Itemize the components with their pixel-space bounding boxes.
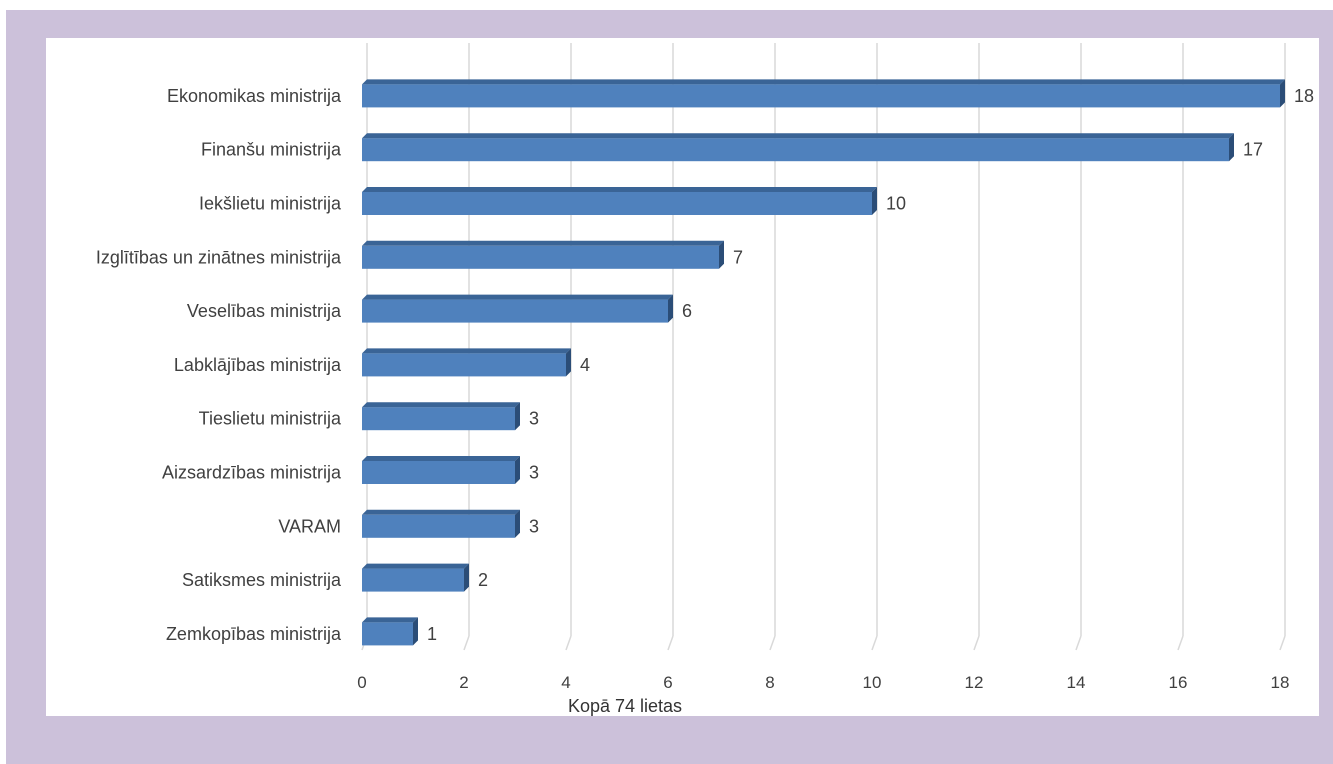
bar <box>362 353 566 377</box>
x-tick-label: 0 <box>357 673 366 692</box>
bar-side-face <box>413 617 418 646</box>
gridline-foot <box>667 635 674 651</box>
data-label: 18 <box>1294 86 1314 106</box>
bar-top-face <box>362 509 520 515</box>
category-label: Aizsardzības ministrija <box>162 463 342 483</box>
gridline-foot <box>565 635 572 651</box>
bar-top-face <box>362 456 520 461</box>
bar <box>362 192 872 215</box>
gridline-foot <box>973 635 980 651</box>
bar <box>362 138 1229 162</box>
bar-side-face <box>1229 133 1234 162</box>
x-tick-label: 4 <box>561 673 570 692</box>
data-label: 3 <box>529 463 539 483</box>
bar <box>362 245 719 269</box>
plot-area: 0 2 4 6 8 10 12 14 16 18 Ekonomikas ministrija 18 Fi… <box>46 38 1319 716</box>
category-label: Finanšu ministrija <box>201 140 342 160</box>
x-tick-label: 6 <box>663 673 672 692</box>
bar-top-face <box>362 187 877 192</box>
bar <box>362 568 464 592</box>
data-label: 2 <box>478 570 488 590</box>
bar-top-face <box>362 348 571 354</box>
bar-side-face <box>872 187 877 215</box>
bar-top-face <box>362 617 418 623</box>
x-tick-label: 16 <box>1169 673 1188 692</box>
gridline-foot <box>463 635 470 651</box>
gridline-foot <box>1075 635 1082 651</box>
category-label: VARAM <box>278 516 341 536</box>
data-label: 7 <box>733 247 743 267</box>
category-label: Iekšlietu ministrija <box>199 194 342 214</box>
gridline-foot <box>769 635 776 651</box>
data-label: 3 <box>529 516 539 536</box>
category-label: Ekonomikas ministrija <box>167 86 342 106</box>
bar-top-face <box>362 79 1285 85</box>
x-tick-label: 12 <box>965 673 984 692</box>
bar-side-face <box>515 509 520 538</box>
bar-side-face <box>719 240 724 269</box>
x-tick-label: 18 <box>1271 673 1290 692</box>
bar-top-face <box>362 402 520 408</box>
bar-side-face <box>464 563 469 592</box>
bar <box>362 407 515 431</box>
bar-top-face <box>362 563 469 569</box>
bar-side-face <box>668 294 673 323</box>
gridline-foot <box>871 635 878 651</box>
category-label: Veselības ministrija <box>187 301 342 321</box>
data-label: 17 <box>1243 140 1263 160</box>
bar <box>362 84 1280 108</box>
x-tick-label: 14 <box>1067 673 1086 692</box>
bar-top-face <box>362 294 673 300</box>
bar-side-face <box>566 348 571 377</box>
bar <box>362 461 515 484</box>
category-label: Tieslietu ministrija <box>199 409 342 429</box>
total-note: Kopā 74 lietas <box>567 696 683 716</box>
data-label: 1 <box>427 624 437 644</box>
data-label: 10 <box>886 194 906 214</box>
data-label: 6 <box>682 301 692 321</box>
bar-side-face <box>515 402 520 431</box>
data-label: 4 <box>580 355 590 375</box>
category-label: Izglītības un zinātnes ministrija <box>96 247 342 267</box>
bar <box>362 622 413 646</box>
category-label: Satiksmes ministrija <box>182 570 342 590</box>
bar <box>362 299 668 323</box>
data-label: 3 <box>529 409 539 429</box>
gridline-foot <box>1177 635 1184 651</box>
category-label: Zemkopības ministrija <box>166 624 342 644</box>
chart-frame: 0 2 4 6 8 10 12 14 16 18 Ekonomikas ministrija 18 Fi… <box>6 10 1333 764</box>
x-tick-label: 2 <box>459 673 468 692</box>
bar-side-face <box>1280 79 1285 108</box>
bar-top-face <box>362 133 1234 139</box>
bar <box>362 514 515 538</box>
x-tick-label: 10 <box>863 673 882 692</box>
bar-side-face <box>515 456 520 484</box>
gridline-foot <box>1279 635 1286 651</box>
category-label: Labklājības ministrija <box>174 355 342 375</box>
x-tick-label: 8 <box>765 673 774 692</box>
bar-top-face <box>362 240 724 246</box>
